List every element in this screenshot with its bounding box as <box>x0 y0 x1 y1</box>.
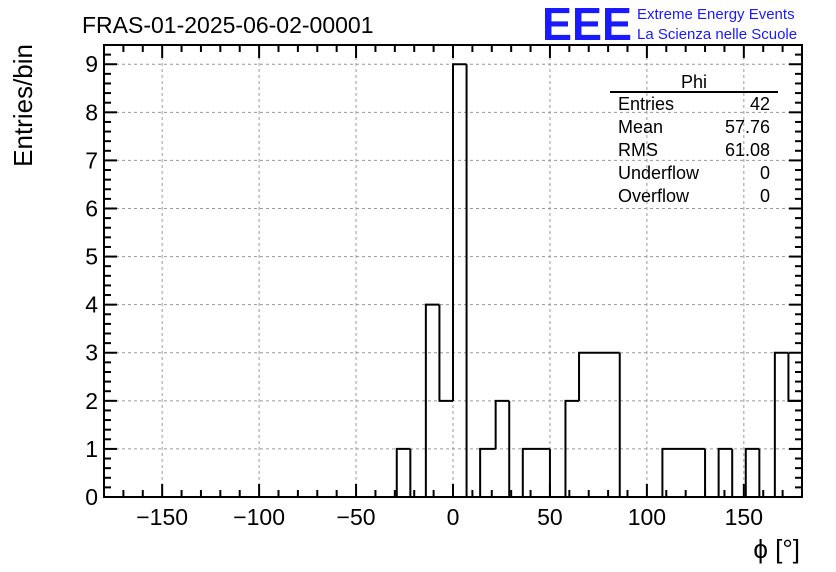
x-tick-label: 0 <box>447 504 460 530</box>
stats-box: Phi Entries 42 Mean 57.76 RMS 61.08 Unde… <box>610 72 778 206</box>
stats-label-underflow: Underflow <box>618 163 700 183</box>
histogram-bin <box>578 351 620 401</box>
y-axis-title: Entries/bin <box>8 44 38 167</box>
x-tick-label: −100 <box>233 504 285 530</box>
tick-labels: −150 −100 −50 0 50 100 150 0 1 2 3 4 5 6 7 8 9 <box>85 51 763 530</box>
histogram-bin <box>773 351 789 497</box>
histogram-bin <box>618 352 663 498</box>
y-tick-label: 0 <box>85 484 98 510</box>
x-tick-label: 100 <box>628 504 666 530</box>
stats-label-overflow: Overflow <box>618 186 690 206</box>
x-tick-label: 50 <box>537 504 563 530</box>
histogram-bin <box>438 304 453 402</box>
histogram-bin <box>758 448 775 498</box>
stats-label-entries: Entries <box>618 94 674 114</box>
stats-value-rms: 61.08 <box>725 140 770 160</box>
histogram-bin <box>395 447 411 497</box>
y-tick-label: 8 <box>85 99 98 125</box>
histogram-bin <box>409 448 426 498</box>
y-tick-label: 7 <box>85 147 98 173</box>
histogram-bin <box>424 303 440 497</box>
histogram-bin <box>548 448 566 498</box>
histogram-bars <box>104 63 802 498</box>
x-axis-title: ϕ [°] <box>753 534 800 564</box>
eee-logo: EEE <box>542 0 632 50</box>
stats-value-underflow: 0 <box>760 163 770 183</box>
logo-line-2: La Scienza nelle Scuole <box>637 26 797 43</box>
histogram-bin <box>787 352 802 402</box>
histogram-bin <box>744 447 760 497</box>
histogram-bin <box>465 64 481 498</box>
histogram-bin <box>479 447 496 497</box>
y-tick-label: 3 <box>85 340 98 366</box>
stats-value-entries: 42 <box>750 94 770 114</box>
histogram-bin <box>452 63 467 401</box>
histogram-bin <box>564 399 580 497</box>
histogram-bin <box>704 448 719 498</box>
stats-value-mean: 57.76 <box>725 117 770 137</box>
histogram-bin <box>494 399 510 449</box>
y-tick-label: 2 <box>85 388 98 414</box>
histogram-bin <box>661 447 706 497</box>
histogram-bin <box>521 447 550 497</box>
stats-title: Phi <box>681 72 707 92</box>
y-tick-label: 1 <box>85 436 98 462</box>
x-tick-label: −150 <box>136 504 188 530</box>
logo-line-1: Extreme Energy Events <box>637 6 795 23</box>
y-tick-label: 4 <box>85 292 98 318</box>
histogram-bin <box>717 447 733 497</box>
stats-value-overflow: 0 <box>760 186 770 206</box>
stats-label-rms: RMS <box>618 140 658 160</box>
stats-label-mean: Mean <box>618 117 663 137</box>
run-title: FRAS-01-2025-06-02-00001 <box>82 12 374 38</box>
y-tick-label: 9 <box>85 51 98 77</box>
y-tick-label: 5 <box>85 244 98 270</box>
plot-frame <box>103 44 803 498</box>
x-tick-label: −50 <box>337 504 376 530</box>
x-tick-label: 150 <box>725 504 763 530</box>
y-tick-label: 6 <box>85 195 98 221</box>
